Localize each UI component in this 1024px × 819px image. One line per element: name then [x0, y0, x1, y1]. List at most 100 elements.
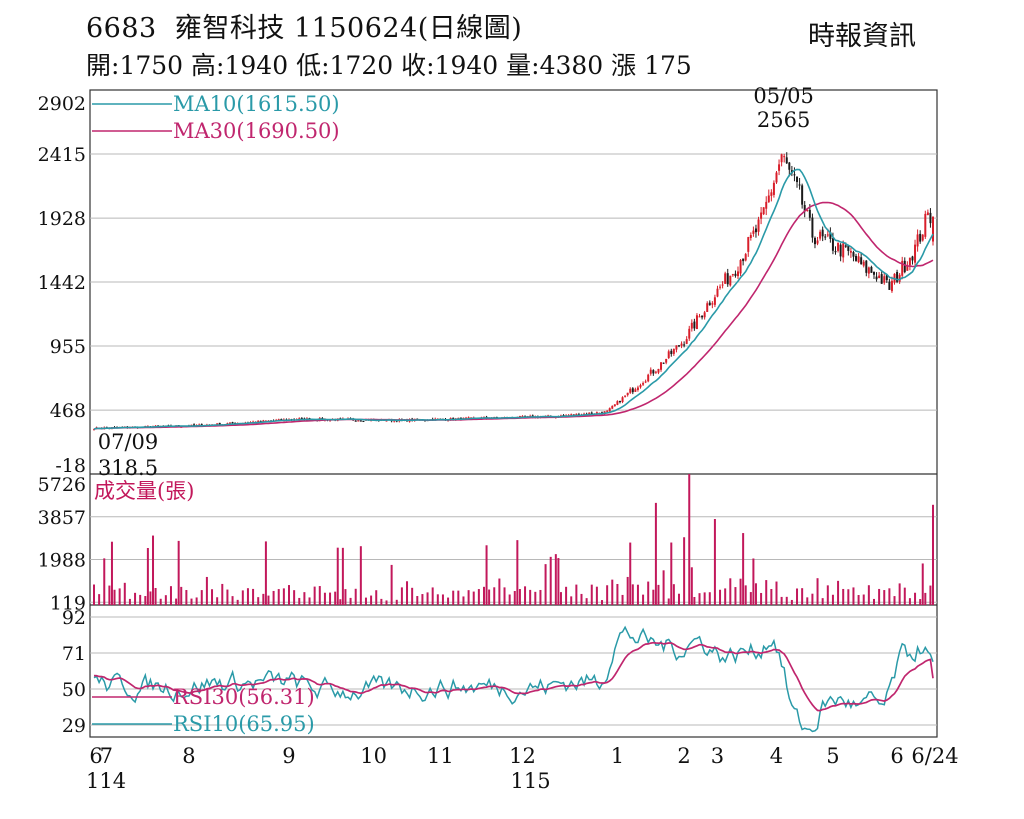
- volume-bar: [180, 586, 183, 605]
- candle-body: [357, 420, 360, 422]
- month-label: 11: [427, 744, 454, 768]
- candle-body: [837, 242, 840, 251]
- candle-body: [849, 250, 852, 253]
- candle-body: [467, 417, 470, 419]
- volume-bar: [128, 598, 131, 605]
- candle-body: [672, 348, 675, 354]
- candle-body: [860, 257, 863, 265]
- volume-bar: [518, 589, 521, 605]
- volume-bar: [257, 597, 260, 605]
- volume-bar: [852, 587, 855, 605]
- month-label: 3: [711, 744, 724, 768]
- candle-body: [737, 271, 740, 277]
- volume-bar: [308, 597, 311, 605]
- month-label: 2: [677, 744, 690, 768]
- legend-label: MA10(1615.50): [173, 92, 340, 116]
- candle-body: [575, 413, 578, 416]
- candle-body: [921, 234, 924, 241]
- volume-bar: [246, 588, 249, 605]
- volume-bar: [177, 540, 180, 605]
- candle-body: [216, 423, 219, 425]
- volume-bar: [565, 586, 568, 605]
- stat-change-value: 175: [644, 51, 692, 80]
- volume-bar: [467, 590, 470, 605]
- volume-bar: [847, 589, 850, 605]
- volume-bar: [636, 584, 639, 605]
- candle-body: [744, 254, 747, 261]
- candle-body: [898, 274, 901, 282]
- candle-body: [875, 276, 878, 280]
- candle-body: [711, 303, 714, 305]
- candle-body: [867, 267, 870, 274]
- candle-body: [831, 238, 834, 251]
- volume-bar: [739, 578, 742, 605]
- volume-bar: [370, 595, 373, 605]
- volume-bar: [341, 547, 344, 605]
- candle-body: [878, 275, 881, 279]
- candle-body: [703, 312, 706, 318]
- candle-body: [262, 420, 265, 423]
- price-tick-label: 1928: [38, 208, 86, 230]
- volume-bar: [837, 580, 840, 605]
- volume-bar: [749, 592, 752, 605]
- volume-tick-label: 5726: [38, 474, 86, 496]
- candle-body: [218, 422, 221, 426]
- candle-body: [680, 343, 683, 346]
- candle-body: [911, 256, 914, 261]
- candle-body: [626, 392, 629, 396]
- rsi-legend-label: RSI30(56.31): [173, 685, 315, 709]
- volume-bar: [313, 586, 316, 605]
- volume-bar: [883, 590, 886, 605]
- volume-bar: [375, 590, 378, 605]
- volume-bar: [752, 558, 755, 605]
- candle-body: [914, 244, 917, 263]
- candle-body: [880, 274, 883, 284]
- volume-bar: [447, 597, 450, 605]
- candle-body: [618, 400, 621, 403]
- stat-low-value: 1720: [329, 51, 394, 80]
- volume-bar: [672, 584, 675, 605]
- candle-body: [811, 217, 814, 238]
- candle-body: [842, 243, 845, 258]
- year-label: 115: [510, 769, 550, 793]
- candle-body: [611, 405, 614, 409]
- volume-bar: [146, 547, 149, 605]
- candle-body: [608, 408, 611, 412]
- candle-body: [719, 286, 722, 288]
- candle-body: [636, 387, 639, 390]
- candle-body: [706, 303, 709, 312]
- volume-bar: [549, 556, 552, 605]
- volume-bar: [190, 598, 193, 605]
- candle-body: [785, 157, 788, 164]
- volume-bar: [441, 594, 444, 605]
- candle-body: [731, 274, 734, 276]
- price-tick-label: 1442: [38, 272, 86, 294]
- candle-body: [798, 184, 801, 186]
- legend-label: MA30(1690.50): [173, 119, 340, 143]
- volume-bar: [898, 583, 901, 605]
- candle-body: [359, 420, 362, 422]
- ma10-line: [93, 168, 934, 431]
- volume-bar: [134, 592, 137, 605]
- candle-body: [929, 212, 932, 224]
- volume-bar: [154, 588, 157, 605]
- volume-bar: [390, 564, 393, 605]
- month-label: 4: [770, 744, 783, 768]
- chart-title: 6683 雍智科技 1150624(日線圖): [86, 6, 522, 45]
- volume-bar: [862, 594, 865, 605]
- candle-body: [652, 370, 655, 374]
- candle-body: [688, 328, 691, 339]
- stock-code: 6683: [86, 13, 157, 44]
- price-tick-label: 468: [50, 400, 86, 422]
- volume-bar: [395, 599, 398, 605]
- candle-body: [616, 401, 619, 405]
- volume-bar: [611, 579, 614, 605]
- volume-bar: [139, 594, 142, 605]
- candle-body: [793, 174, 796, 176]
- volume-bar: [534, 591, 537, 605]
- candle-body: [675, 345, 678, 350]
- candle-body: [606, 410, 609, 412]
- volume-bar: [654, 502, 657, 605]
- volume-bar: [282, 588, 285, 605]
- candle-body: [816, 240, 819, 244]
